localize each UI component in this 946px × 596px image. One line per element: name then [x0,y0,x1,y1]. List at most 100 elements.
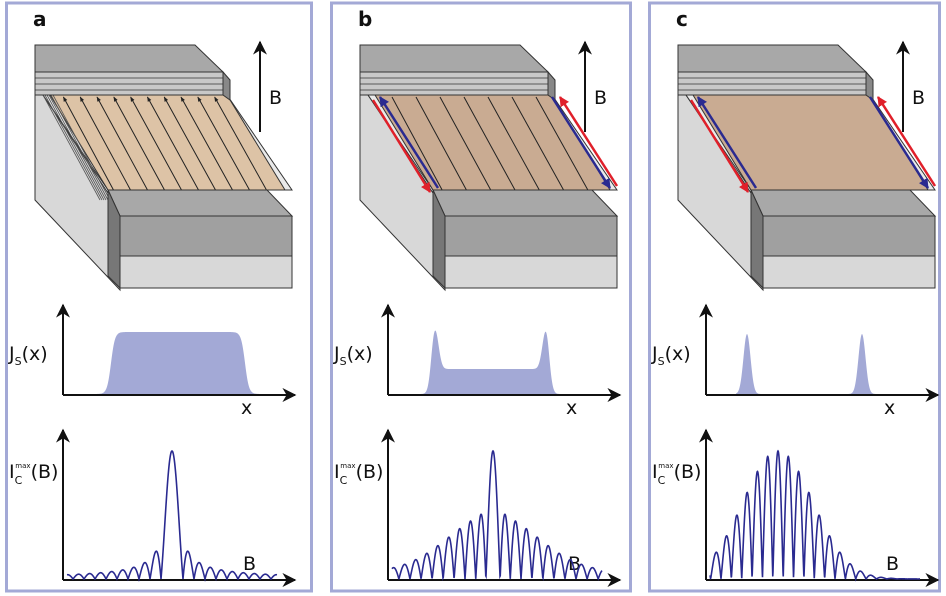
field-line [180,96,233,191]
js-subscript: S [340,355,347,368]
js-subscript: S [658,355,665,368]
x-axis-label: x [566,397,577,419]
layer-edge [48,94,107,201]
ic-label: ICmax(B) [652,461,701,487]
js-argument: (x) [665,343,691,365]
ic-argument: (B) [674,461,702,483]
ic-argument: (B) [31,461,59,483]
panel: c B JS(x) x ICmax(B) B [648,1,941,593]
layer-edge [46,94,105,201]
field-line [439,96,492,191]
top-electrode-front [677,71,867,96]
top-electrode-front [359,71,549,96]
field-line [96,96,148,191]
edge-current-left-blue [378,96,440,189]
current-density-profile [418,330,585,394]
b-axis-label: B [243,553,256,575]
x-axis-label: x [884,397,895,419]
field-line [197,96,250,191]
critical-current-pattern [709,449,920,582]
ic-symbol: I [334,461,340,483]
electrode-side [222,70,231,101]
bottom-electrode-front [762,215,936,257]
critical-current-pattern [391,449,603,582]
js-symbol: J [651,343,658,365]
ic-label: ICmax(B) [334,461,383,487]
top-electrode-top [359,44,550,73]
panel-label: b [358,7,372,31]
panel-border [330,1,632,593]
field-line [79,96,131,191]
js-argument: (x) [347,343,373,365]
bottom-substrate-front [762,255,936,289]
current-density-profile [736,334,903,394]
field-line [391,96,443,191]
electrode-side [865,70,874,101]
bottom-substrate-front [444,255,618,289]
edge-current-right-red [558,96,619,187]
ic-symbol: I [652,461,658,483]
edge-current-right-red [876,96,937,187]
bottom-substrate-front [119,255,293,289]
edge-current-left-red [371,99,432,193]
field-line [463,96,516,191]
ic-superscript: max [15,462,30,470]
ic-label: ICmax(B) [9,461,58,487]
js-subscript: S [15,355,22,368]
field-label: B [594,87,607,109]
panel: a B JS(x) x ICmax(B) B [5,1,313,593]
field-line [511,96,565,191]
x-axis-label: x [241,397,252,419]
device [359,44,619,292]
electrode-side [547,70,556,101]
ic-argument: (B) [356,461,384,483]
b-axis-label: B [886,553,899,575]
panel-border [5,1,313,593]
field-line [487,96,540,191]
top-electrode-front [34,71,224,96]
bottom-electrode-top [432,189,619,217]
critical-current-pattern [66,450,278,582]
field-label: B [912,87,925,109]
bottom-electrode-left [432,189,446,290]
bottom-electrode-top [107,189,294,217]
ic-subscript: C [340,474,348,487]
field-line [415,96,467,191]
layer-edge [42,94,101,201]
bottom-electrode-front [119,215,293,257]
js-label: JS(x) [8,343,48,368]
field-line [130,96,182,191]
field-line [146,96,199,191]
js-symbol: J [8,343,15,365]
edge-current-left-blue [696,96,758,189]
ic-superscript: max [340,462,355,470]
js-argument: (x) [22,343,48,365]
layer-edge [44,94,103,201]
panel-label: c [676,7,688,31]
edge-current-right-blue [550,96,612,189]
top-electrode-top [34,44,225,73]
layer-edge [52,94,111,201]
field-line [535,96,589,191]
field-line [62,96,114,191]
layer-edge [50,94,109,201]
ic-subscript: C [15,474,23,487]
bottom-electrode-top [750,189,937,217]
bottom-electrode-front [444,215,618,257]
js-label: JS(x) [333,343,373,368]
device [34,44,294,292]
ic-superscript: max [658,462,673,470]
bottom-electrode-left [107,189,121,290]
field-label: B [269,87,282,109]
bottom-electrode-left [750,189,764,290]
current-density-profile [93,332,260,394]
field-line [214,96,267,191]
js-symbol: J [333,343,340,365]
edge-current-left-red [689,99,750,193]
ic-symbol: I [9,461,15,483]
top-electrode-top [677,44,868,73]
field-line [163,96,216,191]
ic-subscript: C [658,474,666,487]
